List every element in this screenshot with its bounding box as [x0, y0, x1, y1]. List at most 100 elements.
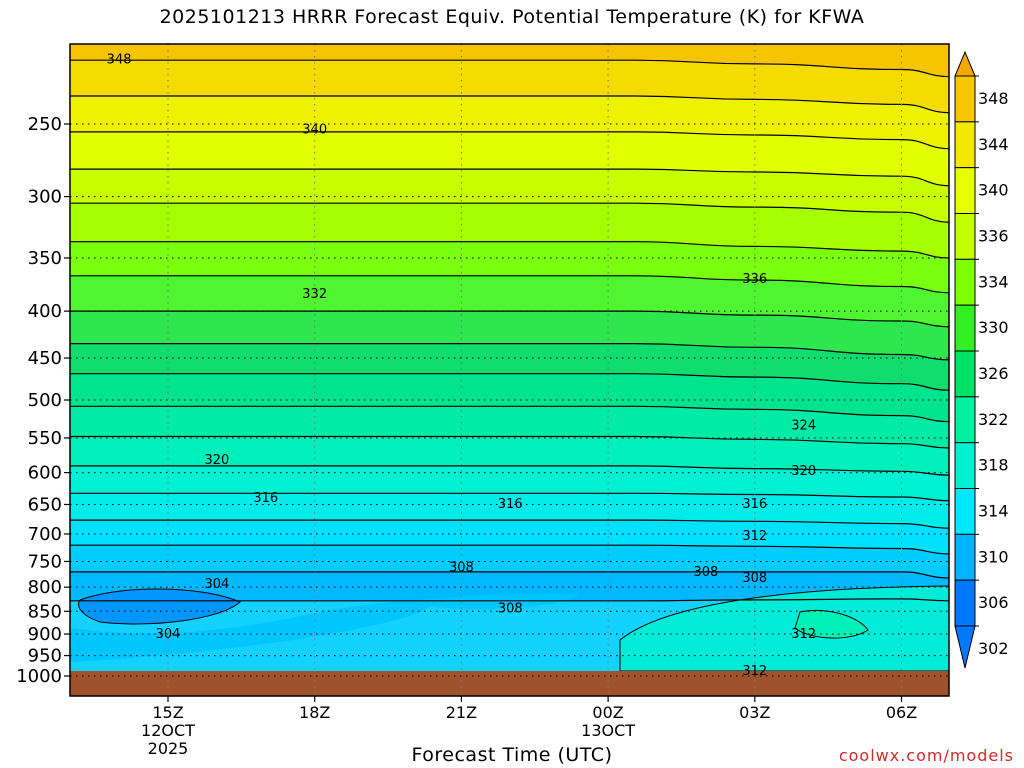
contour-label: 312 [742, 664, 767, 679]
y-tick-label: 300 [28, 187, 62, 208]
y-axis: 2503003504004505005506006507007508008509… [16, 114, 70, 687]
contour-line [70, 241, 949, 259]
colorbar-segment [954, 442, 976, 489]
colorbar-extend-bottom [954, 625, 976, 669]
y-tick-label: 800 [28, 577, 62, 598]
contour-label: 308 [742, 571, 767, 586]
contour-label: 320 [791, 464, 816, 479]
contour-label: 308 [693, 565, 718, 580]
x-tick-label: 00Z [592, 703, 623, 722]
contour-label: 304 [204, 577, 229, 592]
contour-line [70, 519, 949, 529]
ground-below-surface [70, 671, 949, 696]
colorbar-segment [954, 75, 976, 123]
x-tick-label: 13OCT [581, 721, 635, 740]
contour-line [70, 405, 949, 423]
contour-label: 332 [302, 287, 327, 302]
contour-line [70, 571, 949, 579]
contour-label: 308 [498, 602, 523, 617]
colorbar-label: 314 [978, 502, 1009, 521]
x-tick-label: 21Z [446, 703, 477, 722]
contour-label: 324 [791, 419, 816, 434]
contour-line [70, 131, 949, 150]
y-tick-label: 650 [28, 494, 62, 515]
contour-label: 308 [449, 561, 474, 576]
contour-label: 316 [742, 497, 767, 512]
y-tick-label: 550 [28, 428, 62, 449]
x-tick-label: 2025 [148, 739, 189, 758]
contour-line [70, 373, 949, 391]
x-tick-label: 03Z [739, 703, 770, 722]
colorbar-segment [954, 121, 976, 169]
colorbar-label: 322 [978, 410, 1009, 429]
colorbar-segment [954, 258, 976, 306]
colorbar-label: 302 [978, 639, 1009, 658]
contour-label: 348 [107, 52, 132, 67]
colorbar-label: 334 [978, 272, 1009, 291]
contour-label: 320 [204, 453, 229, 468]
y-tick-label: 250 [28, 114, 62, 135]
contour-label: 336 [742, 272, 767, 287]
x-tick-label: 06Z [886, 703, 917, 722]
colorbar-segment [954, 579, 976, 627]
y-tick-label: 600 [28, 463, 62, 484]
contour-line [70, 544, 949, 555]
colorbar: 348 344 340 336 334 330 326 322 318 314 310 306 302 [954, 50, 1009, 669]
y-tick-label: 700 [28, 524, 62, 545]
plot-frame [69, 43, 950, 697]
colorbar-label: 306 [978, 593, 1009, 612]
y-tick-label: 350 [28, 248, 62, 269]
contour-label: 304 [156, 627, 181, 642]
contour-fills [70, 44, 949, 696]
contour-labels: 348 340 332 336 324 320 320 316 316 316 312 308 308 3… [107, 52, 816, 679]
contour-label: 312 [791, 627, 816, 642]
colorbar-label: 318 [978, 456, 1009, 475]
contour-line [70, 435, 949, 449]
grid-lines [70, 44, 949, 696]
x-axis-title: Forecast Time (UTC) [411, 744, 613, 766]
colorbar-segment [954, 350, 976, 398]
x-tick-label: 15Z [152, 703, 183, 722]
contour-line [70, 59, 949, 78]
y-tick-label: 500 [28, 390, 62, 411]
chart-title: 2025101213 HRRR Forecast Equiv. Potentia… [159, 6, 865, 28]
colorbar-segment [954, 396, 976, 444]
contour-line [70, 598, 949, 602]
colorbar-segment [954, 533, 976, 581]
x-tick-label: 12OCT [141, 721, 195, 740]
credit-link[interactable]: coolwx.com/models [838, 746, 1014, 765]
colorbar-label: 310 [978, 547, 1009, 566]
contour-band [70, 593, 580, 662]
contour-line [70, 275, 949, 294]
contour-line [70, 342, 949, 361]
contour-label: 340 [302, 123, 327, 138]
contour-label: 312 [742, 529, 767, 544]
colorbar-segment [954, 488, 976, 535]
contour-line [70, 492, 949, 502]
y-tick-label: 1000 [16, 666, 62, 687]
y-tick-label: 750 [28, 551, 62, 572]
colorbar-label: 340 [978, 181, 1009, 200]
colorbar-label: 348 [978, 89, 1009, 108]
contour-line [70, 465, 949, 476]
contour-warm-pocket [794, 609, 869, 639]
colorbar-label: 326 [978, 364, 1009, 383]
y-tick-label: 400 [28, 301, 62, 322]
y-tick-label: 950 [28, 646, 62, 667]
colorbar-label: 336 [978, 227, 1009, 246]
contour-label: 316 [498, 497, 523, 512]
x-tick-label: 18Z [299, 703, 330, 722]
y-tick-label: 450 [28, 348, 62, 369]
y-tick-label: 850 [28, 601, 62, 622]
y-tick-label: 900 [28, 624, 62, 645]
colorbar-label: 330 [978, 318, 1009, 337]
colorbar-label: 344 [978, 135, 1009, 154]
colorbar-extend-top [954, 50, 976, 77]
contour-label: 316 [253, 491, 278, 506]
contour-cold-pocket [78, 588, 241, 625]
colorbar-segment [954, 213, 976, 260]
colorbar-segment [954, 167, 976, 215]
colorbar-segment [954, 304, 976, 352]
